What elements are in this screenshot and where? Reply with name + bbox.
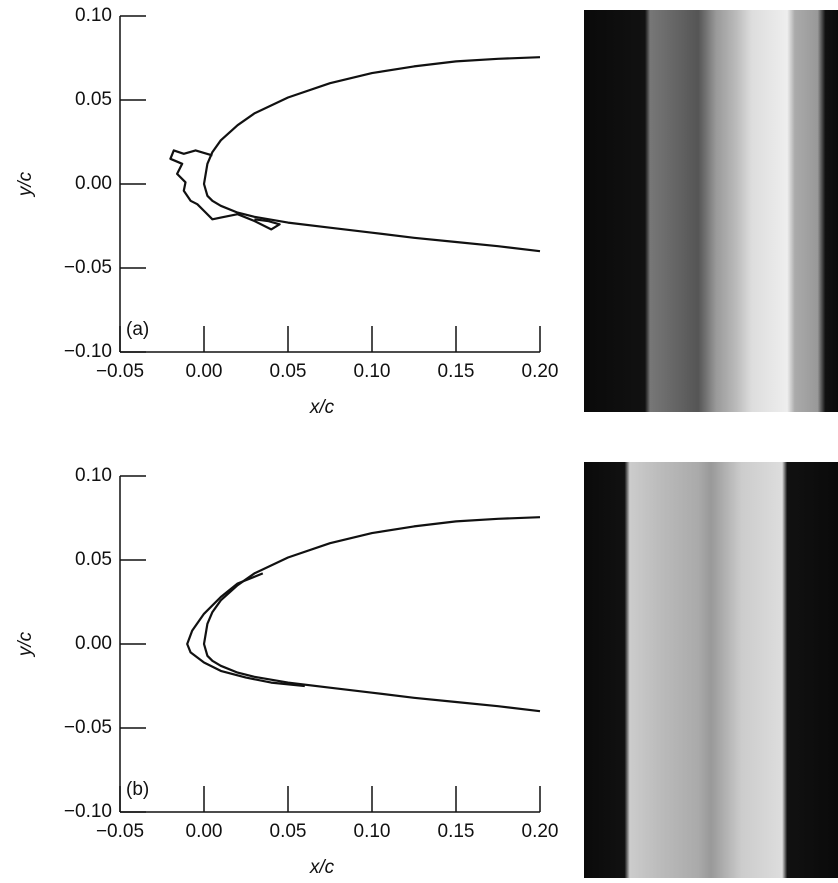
y-tick-label: 0.00 [75, 173, 112, 194]
annotation: (a) [126, 319, 149, 340]
y-tick-label: 0.05 [75, 89, 112, 110]
x-tick-label: 0.10 [354, 361, 391, 382]
y-tick-label: −0.10 [64, 341, 112, 362]
line [202, 516, 541, 713]
x-tick-label: −0.05 [96, 361, 144, 382]
y-tick-label: 0.10 [75, 5, 112, 26]
line [202, 56, 541, 253]
annotation: (b) [126, 779, 149, 800]
x-tick-label: 0.05 [270, 361, 307, 382]
x-axis-label: x/c [309, 397, 335, 418]
y-axis-label: y/c [15, 171, 36, 198]
photo [584, 10, 838, 412]
x-tick-label: 0.15 [438, 361, 475, 382]
photo [584, 462, 838, 878]
y-tick-label: 0.00 [75, 633, 112, 654]
y-tick-label: 0.05 [75, 549, 112, 570]
x-tick-label: −0.05 [96, 821, 144, 842]
x-tick-label: 0.00 [186, 361, 223, 382]
y-tick-label: 0.10 [75, 465, 112, 486]
x-axis-label: x/c [309, 857, 335, 878]
x-tick-label: 0.15 [438, 821, 475, 842]
x-tick-label: 0.05 [270, 821, 307, 842]
y-tick-label: −0.05 [64, 717, 112, 738]
x-tick-label: 0.20 [522, 361, 559, 382]
x-tick-label: 0.20 [522, 821, 559, 842]
line [169, 149, 281, 231]
y-tick-label: −0.10 [64, 801, 112, 822]
x-tick-label: 0.10 [354, 821, 391, 842]
y-axis-label: y/c [15, 631, 36, 658]
y-tick-label: −0.05 [64, 257, 112, 278]
line [186, 572, 305, 688]
x-tick-label: 0.00 [186, 821, 223, 842]
